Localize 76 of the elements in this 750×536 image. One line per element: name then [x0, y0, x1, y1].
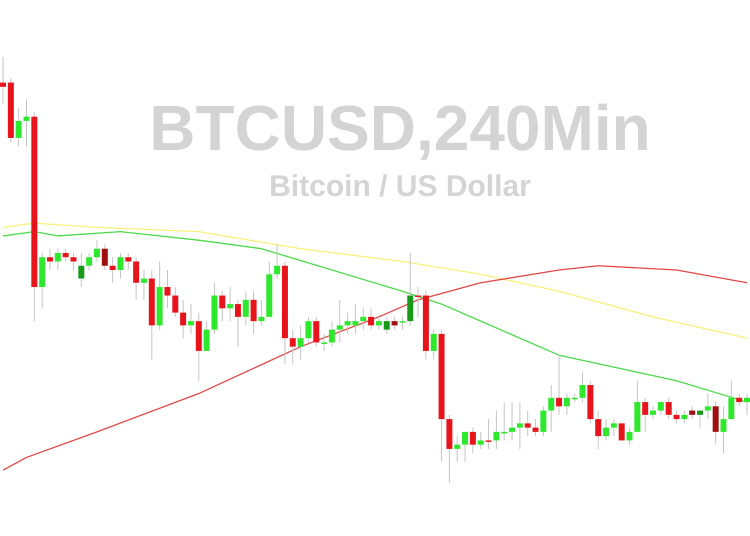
candlestick [415, 286, 422, 318]
candlestick [486, 418, 492, 450]
candlestick [250, 290, 257, 334]
candlestick [298, 324, 304, 360]
candlestick [16, 108, 22, 147]
candlestick [478, 431, 484, 450]
candlestick [188, 304, 194, 334]
candlestick [204, 320, 210, 352]
candlestick [133, 256, 140, 300]
candlestick [556, 354, 562, 416]
candlestick [344, 312, 351, 334]
candlestick [164, 270, 170, 309]
candlestick [548, 384, 554, 432]
candlestick [23, 99, 30, 147]
candlestick [0, 56, 6, 104]
candlestick [328, 320, 335, 348]
candlestick [360, 308, 366, 330]
candlestick [666, 397, 672, 420]
candlestick [140, 270, 147, 300]
candlestick [368, 308, 374, 330]
candlestick [86, 252, 92, 270]
candlestick [509, 402, 516, 441]
candlestick [603, 418, 610, 441]
candlestick [313, 316, 320, 348]
candlestick [125, 252, 132, 270]
candlestick [94, 240, 100, 262]
candlestick [274, 244, 280, 280]
candlestick [46, 248, 53, 270]
candlestick [689, 406, 696, 420]
candlestick [242, 290, 249, 326]
candlestick [110, 256, 116, 284]
candlestick [102, 244, 108, 270]
candlestick [172, 286, 178, 318]
candlestick [392, 316, 398, 330]
candlestick [595, 410, 602, 450]
candlestick [610, 418, 617, 437]
candlestick [117, 252, 124, 280]
candlestick [650, 406, 656, 420]
candlestick [376, 316, 382, 330]
candlestick [62, 248, 69, 262]
candlestick [658, 402, 664, 416]
candlestick [70, 252, 76, 270]
candlestick [336, 299, 343, 343]
candlestick [352, 304, 358, 334]
candlestick [454, 436, 460, 462]
candlestick [258, 299, 264, 326]
candlestick [78, 252, 84, 288]
candlestick [384, 316, 390, 334]
candlestick [728, 380, 734, 420]
candlestick [618, 422, 625, 441]
candlestick [462, 431, 468, 462]
candlestick [54, 248, 61, 270]
candlestick [642, 397, 648, 432]
candlestick [219, 290, 226, 322]
candlestick [674, 410, 680, 424]
candlestick [234, 299, 241, 348]
candlestick [580, 372, 586, 403]
candlestick [540, 406, 546, 437]
candlestick [681, 410, 688, 424]
candlestick [736, 393, 742, 407]
candlestick [227, 286, 234, 322]
candlestick [524, 410, 531, 437]
candlestick [720, 406, 727, 454]
candlestick [532, 418, 539, 437]
candlestick [430, 329, 437, 360]
candlestick [290, 329, 296, 364]
candlestick [626, 427, 633, 446]
candlestick [399, 316, 406, 330]
candlestick [305, 316, 312, 343]
candlestick [744, 393, 750, 416]
candlestick [180, 299, 186, 339]
candlestick [704, 393, 711, 420]
candlestick [697, 410, 704, 428]
candlestick [470, 427, 476, 454]
candlestick [321, 333, 328, 352]
candlestick [516, 402, 523, 450]
